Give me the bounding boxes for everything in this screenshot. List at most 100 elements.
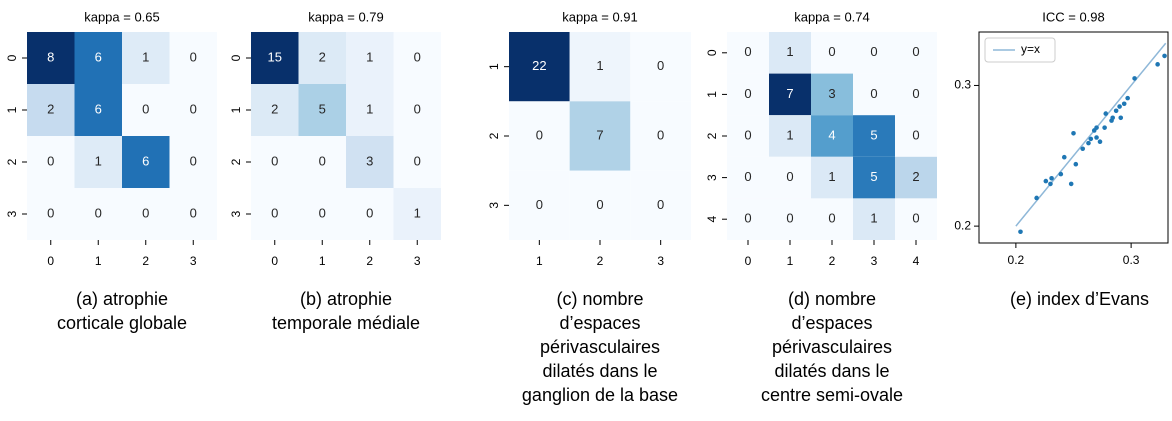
heatmap-cell: [251, 84, 299, 136]
x-tick-label: 0: [47, 254, 54, 268]
y-tick-label: 2: [5, 158, 19, 165]
x-tick-label: 0: [745, 254, 752, 268]
x-tick-label: 0.2: [1008, 253, 1025, 267]
caption: corticale globale: [57, 313, 187, 333]
point: [1058, 171, 1064, 177]
y-tick-label: 0: [5, 54, 19, 61]
heatmap-cell: [346, 188, 394, 240]
cell-value: 15: [268, 49, 282, 64]
caption: centre semi-ovale: [761, 385, 903, 405]
caption: temporale médiale: [272, 313, 420, 333]
cell-value: 0: [912, 127, 919, 142]
cell-value: 1: [414, 205, 421, 220]
heatmap-cell: [769, 198, 811, 240]
reference-line: [1015, 42, 1167, 227]
chart-title: kappa = 0.91: [562, 9, 638, 24]
cell-value: 0: [271, 205, 278, 220]
heatmap-cell: [895, 156, 937, 199]
point: [1049, 175, 1054, 181]
x-tick-label: 2: [597, 254, 604, 268]
x-tick-label: 0.3: [1123, 253, 1140, 267]
heatmap-cell: [895, 73, 937, 116]
heatmap-cell: [811, 198, 853, 240]
cell-value: 5: [870, 127, 877, 142]
heatmap-cell: [895, 198, 937, 240]
cell-value: 0: [319, 153, 326, 168]
point: [1086, 140, 1091, 146]
cell-value: 0: [786, 169, 793, 184]
y-tick-label: 4: [705, 216, 719, 223]
cell-value: 0: [657, 127, 664, 142]
heatmap-cell: [853, 32, 895, 74]
cell-value: 8: [47, 49, 54, 64]
point: [1018, 229, 1023, 235]
point: [1097, 139, 1103, 145]
cell-value: 0: [657, 197, 664, 212]
cell-value: 1: [786, 127, 793, 142]
cell-value: 0: [657, 58, 664, 73]
heatmap-cell: [569, 101, 631, 171]
caption: périvasculaires: [772, 337, 892, 357]
cell-value: 7: [786, 86, 793, 101]
y-tick-label: 0: [229, 54, 243, 61]
heatmap-cell: [630, 170, 691, 240]
cell-value: 0: [596, 197, 603, 212]
cell-value: 0: [536, 127, 543, 142]
caption: ganglion de la base: [522, 385, 678, 405]
y-tick-label: 3: [229, 210, 243, 217]
heatmap-cell: [630, 32, 691, 102]
heatmap-cell: [122, 136, 170, 188]
point: [1080, 146, 1086, 152]
cell-value: 2: [319, 49, 326, 64]
cell-value: 0: [190, 205, 197, 220]
cell-value: 5: [319, 101, 326, 116]
cell-value: 0: [142, 101, 149, 116]
cell-value: 1: [870, 211, 877, 226]
cell-value: 0: [190, 153, 197, 168]
point: [1088, 136, 1094, 142]
cell-value: 0: [744, 86, 751, 101]
cell-value: 0: [912, 86, 919, 101]
x-tick-label: 2: [829, 254, 836, 268]
cell-value: 6: [95, 49, 102, 64]
heatmap-cell: [122, 32, 170, 84]
caption: d’espaces: [559, 313, 640, 333]
point: [1118, 115, 1124, 121]
point: [1117, 104, 1122, 109]
heatmap-cell: [727, 115, 769, 157]
heatmap-cell: [769, 156, 811, 199]
cell-value: 4: [828, 127, 835, 142]
heatmap-cell: [895, 115, 937, 157]
point: [1162, 53, 1167, 59]
cell-value: 0: [414, 49, 421, 64]
cell-value: 0: [744, 211, 751, 226]
point: [1103, 111, 1109, 116]
y-tick-label: 3: [487, 202, 501, 209]
x-tick-label: 1: [787, 254, 794, 268]
heatmap-cell: [853, 198, 895, 240]
y-tick-label: 0.2: [954, 218, 971, 232]
heatmap-cell: [122, 188, 170, 240]
heatmap-cell: [393, 188, 441, 240]
y-tick-label: 0.3: [954, 78, 971, 92]
cell-value: 0: [414, 153, 421, 168]
point: [1043, 178, 1049, 184]
y-tick-label: 0: [705, 49, 719, 56]
heatmap-cell: [169, 32, 217, 84]
heatmap-cell: [853, 73, 895, 116]
heatmap-cell: [169, 84, 217, 136]
heatmap-cell: [509, 101, 570, 171]
cell-value: 1: [366, 49, 373, 64]
y-tick-label: 1: [229, 106, 243, 113]
point: [1155, 62, 1160, 67]
heatmap-cell: [509, 170, 570, 240]
y-tick-label: 2: [705, 132, 719, 139]
heatmap-cell: [811, 32, 853, 74]
y-tick-label: 1: [5, 106, 19, 113]
point: [1125, 95, 1130, 101]
heatmap-cell: [74, 84, 122, 136]
heatmap-cell: [509, 32, 570, 102]
heatmap-cell: [298, 136, 346, 188]
heatmap-cell: [853, 156, 895, 199]
